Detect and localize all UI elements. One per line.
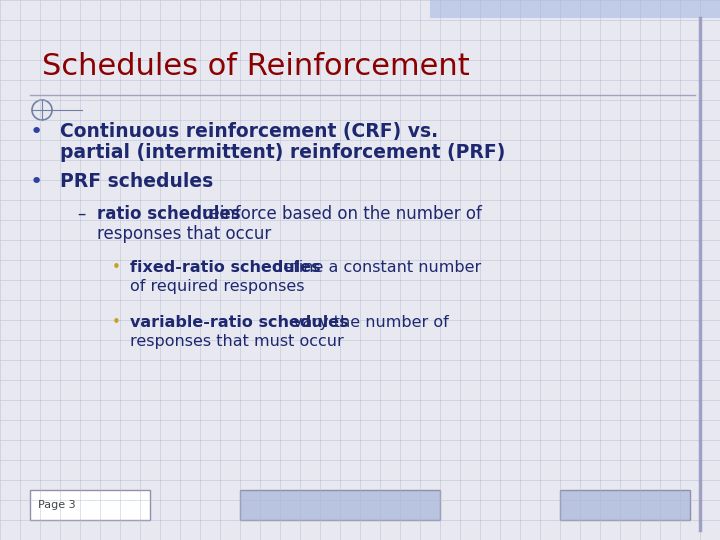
FancyBboxPatch shape	[560, 490, 690, 520]
Text: vary the number of: vary the number of	[293, 315, 449, 330]
Text: reinforce based on the number of: reinforce based on the number of	[203, 205, 482, 223]
Text: •: •	[112, 315, 121, 330]
Text: responses that occur: responses that occur	[97, 225, 271, 243]
Text: partial (intermittent) reinforcement (PRF): partial (intermittent) reinforcement (PR…	[60, 143, 505, 162]
FancyBboxPatch shape	[430, 0, 720, 18]
Text: –: –	[77, 205, 86, 223]
Text: •: •	[30, 172, 43, 192]
Text: Schedules of Reinforcement: Schedules of Reinforcement	[42, 52, 469, 81]
Text: variable-ratio schedules: variable-ratio schedules	[130, 315, 348, 330]
Text: ratio schedules: ratio schedules	[97, 205, 240, 223]
Text: of required responses: of required responses	[130, 279, 305, 294]
Text: define a constant number: define a constant number	[273, 260, 481, 275]
FancyBboxPatch shape	[30, 490, 150, 520]
Text: fixed-ratio schedules: fixed-ratio schedules	[130, 260, 320, 275]
Text: •: •	[30, 122, 43, 142]
FancyBboxPatch shape	[240, 490, 440, 520]
Text: responses that must occur: responses that must occur	[130, 334, 343, 349]
Text: Continuous reinforcement (CRF) vs.: Continuous reinforcement (CRF) vs.	[60, 122, 438, 141]
Text: •: •	[112, 260, 121, 275]
Text: Page 3: Page 3	[38, 500, 76, 510]
Text: PRF schedules: PRF schedules	[60, 172, 213, 191]
